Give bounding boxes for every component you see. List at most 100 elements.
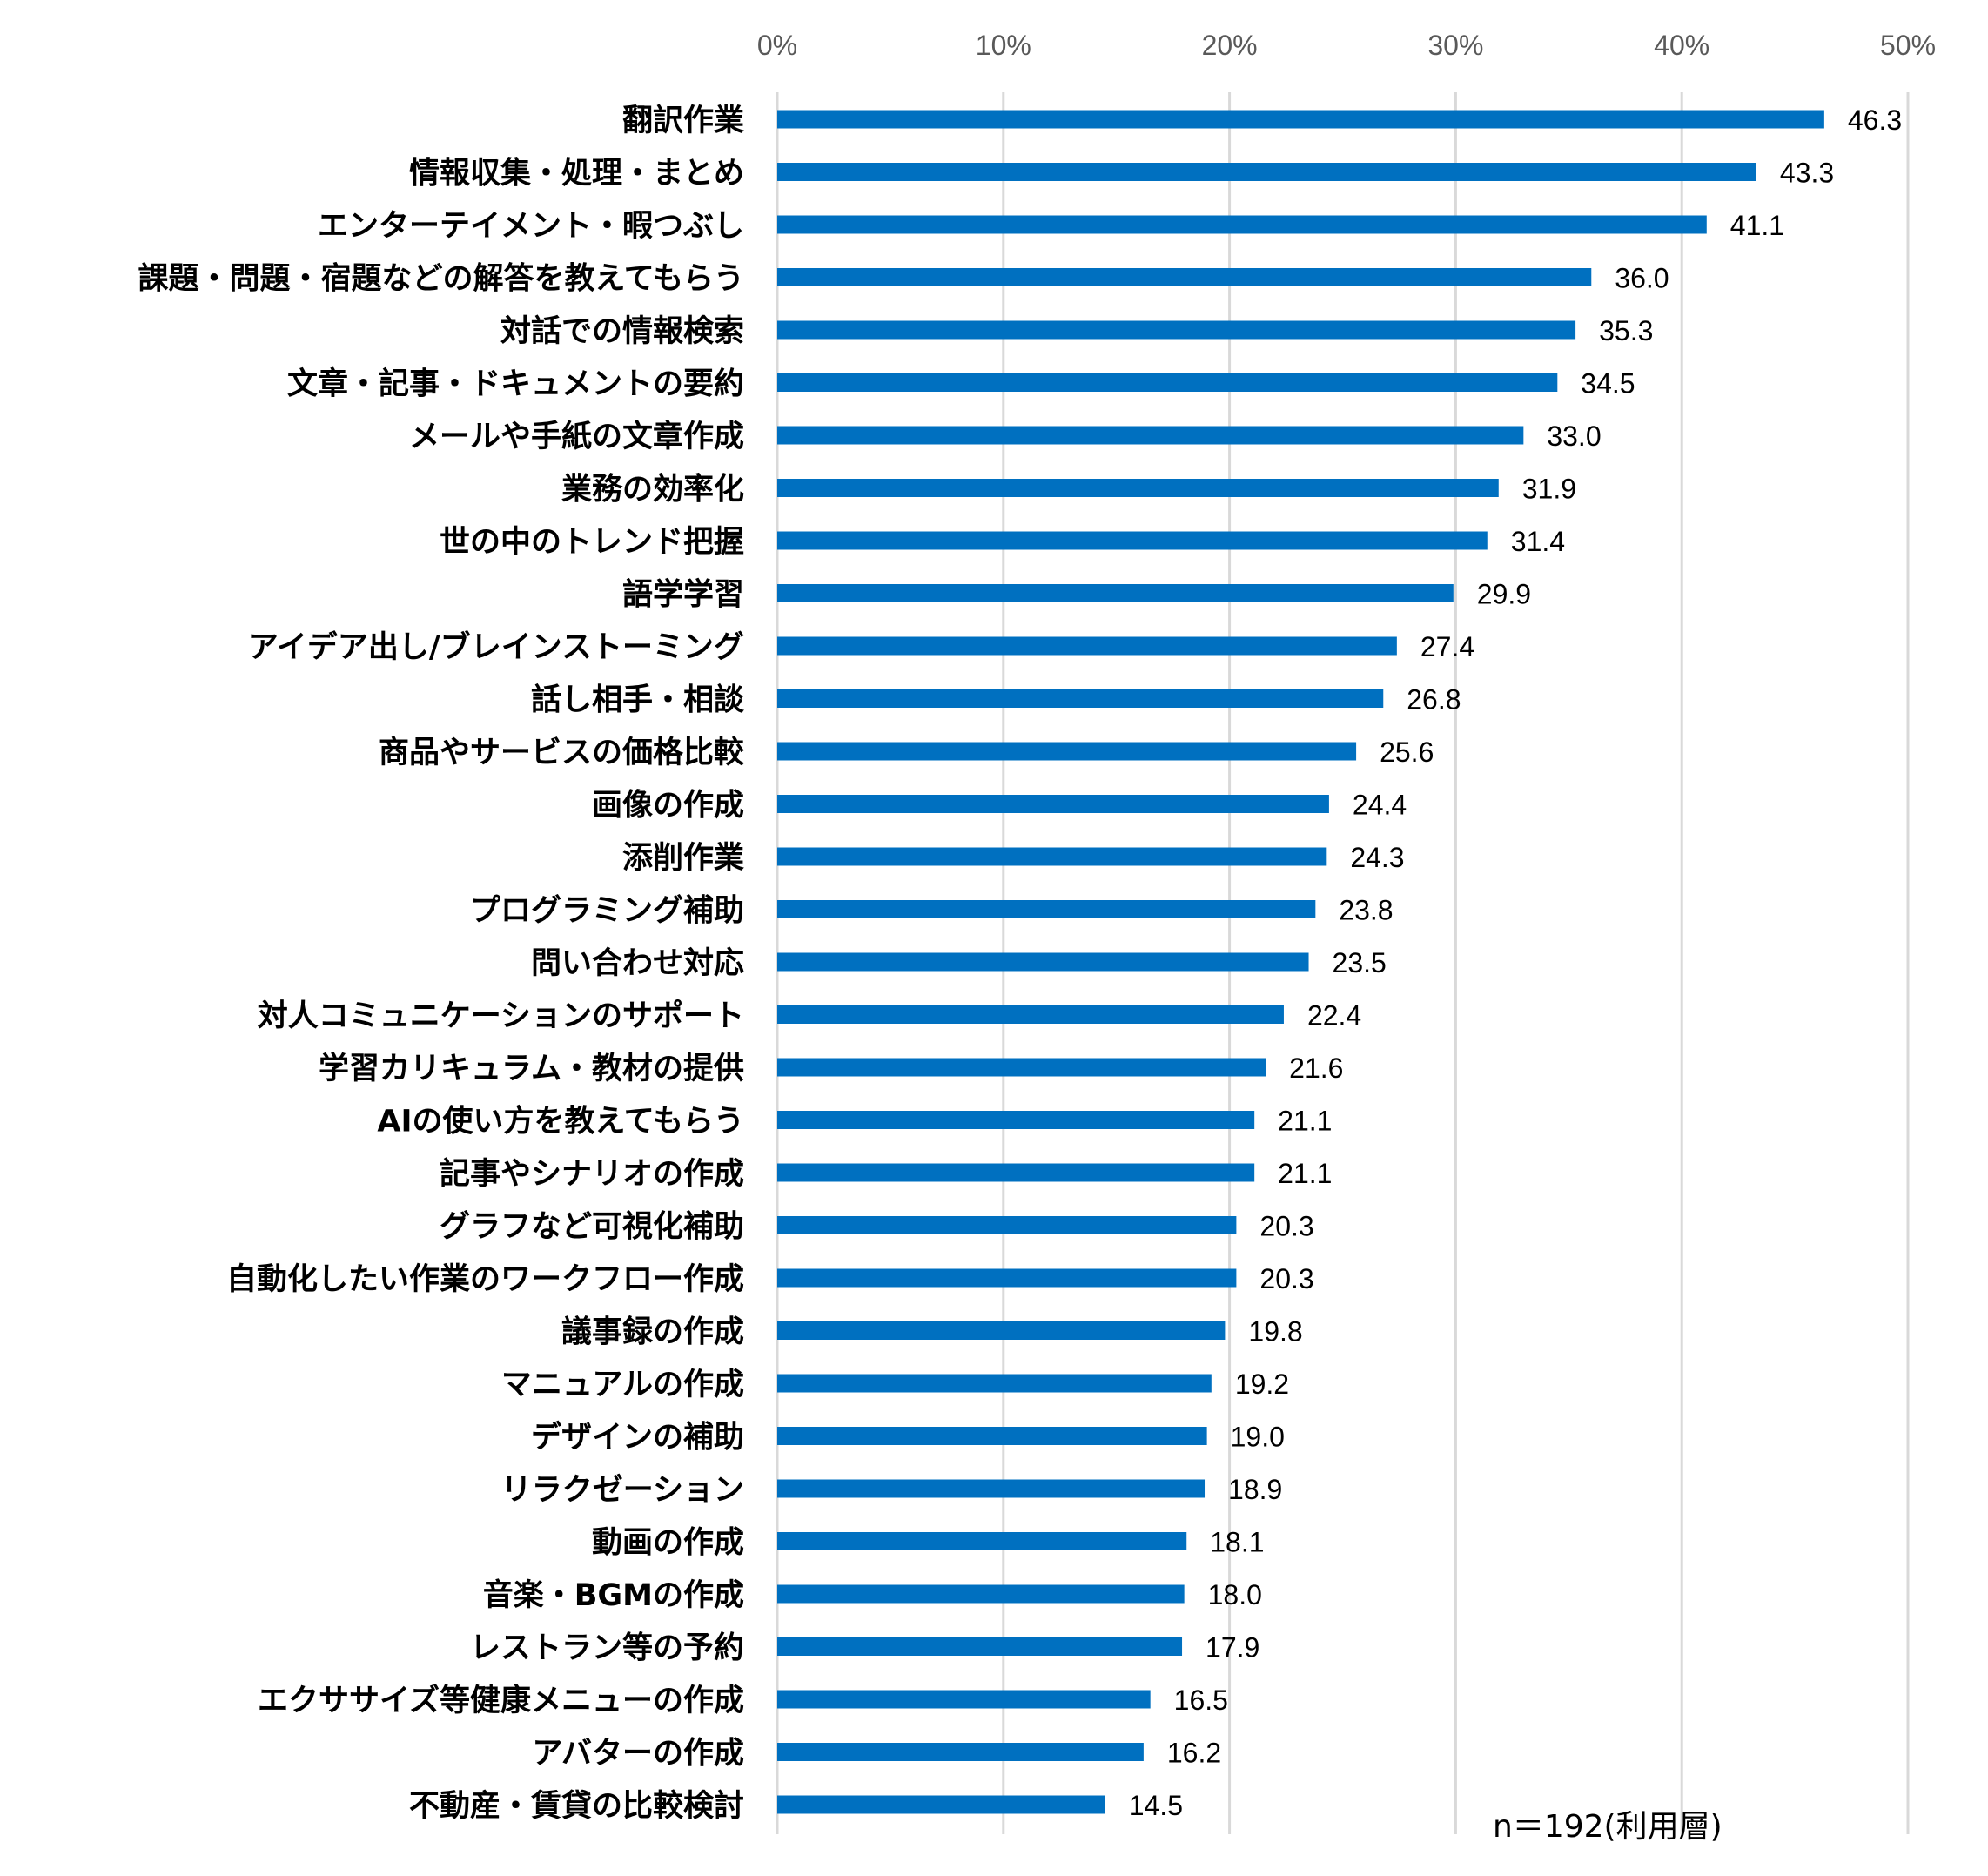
value-label: 20.3 <box>1259 1211 1313 1242</box>
value-label: 21.1 <box>1278 1158 1332 1189</box>
category-label: エクササイズ等健康メニューの作成 <box>258 1683 744 1718</box>
category-label: メールや手紙の文章作成 <box>409 419 744 454</box>
category-label: 議事録の作成 <box>561 1315 744 1350</box>
value-label: 23.8 <box>1339 895 1393 926</box>
x-tick-label: 10% <box>976 30 1031 61</box>
value-label: 33.0 <box>1547 420 1601 452</box>
value-label: 26.8 <box>1407 684 1461 716</box>
bar <box>777 900 1316 918</box>
category-label: マニュアルの作成 <box>501 1368 744 1402</box>
value-label: 16.5 <box>1174 1684 1228 1716</box>
bar <box>777 426 1524 445</box>
value-label: 19.2 <box>1235 1368 1289 1400</box>
bar <box>777 1216 1237 1234</box>
category-label: 商品やサービスの価格比較 <box>379 736 745 770</box>
sample-size-note: n＝192(利用層) <box>1493 1809 1723 1845</box>
bar <box>777 795 1329 813</box>
bar <box>777 215 1707 234</box>
value-label: 24.4 <box>1353 790 1407 821</box>
x-tick-label: 40% <box>1654 30 1709 61</box>
category-label: エンターテイメント・暇つぶし <box>318 209 744 244</box>
x-axis-ticks: 0% 10% 20% 30% 40% 50% <box>757 30 1936 61</box>
value-label: 43.3 <box>1780 158 1834 189</box>
value-label: 21.1 <box>1278 1106 1332 1137</box>
category-label: 記事やシナリオの作成 <box>440 1157 744 1192</box>
bar <box>777 1479 1206 1498</box>
category-label: 画像の作成 <box>592 789 744 824</box>
category-label: 問い合わせ対応 <box>531 946 744 981</box>
bar <box>777 1532 1187 1550</box>
bar <box>777 689 1384 708</box>
value-labels: 46.3 43.3 41.1 36.0 35.3 34.5 33.0 31.9 31.4 29.9… <box>1129 104 1902 1821</box>
category-label: 対話での情報検索 <box>500 314 744 349</box>
value-label: 18.9 <box>1228 1474 1282 1505</box>
category-label: AIの使い方を教えてもらう <box>377 1105 744 1140</box>
category-label: リラクゼーション <box>501 1473 744 1508</box>
value-label: 25.6 <box>1380 736 1434 768</box>
category-label: 音楽・BGMの作成 <box>483 1577 744 1613</box>
value-label: 31.4 <box>1511 526 1565 557</box>
bar <box>777 1584 1185 1604</box>
category-label: 添削作業 <box>622 841 744 876</box>
value-label: 27.4 <box>1420 631 1474 662</box>
bar <box>777 584 1454 602</box>
category-label: デザインの補助 <box>531 1420 744 1456</box>
bar <box>777 742 1357 761</box>
category-label: レストラン等の予約 <box>470 1631 744 1666</box>
bar <box>777 110 1824 129</box>
category-label: 学習カリキュラム・教材の提供 <box>319 1051 744 1086</box>
value-label: 29.9 <box>1477 579 1531 610</box>
category-label: 自動化したい作業のワークフロー作成 <box>226 1262 744 1297</box>
value-label: 17.9 <box>1206 1632 1259 1664</box>
value-label: 36.0 <box>1615 263 1669 294</box>
bar <box>777 1743 1144 1761</box>
category-label: 不動産・賃貸の比較検討 <box>409 1789 744 1824</box>
bar <box>777 1374 1212 1393</box>
x-tick-label: 0% <box>757 30 797 61</box>
value-label: 23.5 <box>1333 947 1387 978</box>
category-label: 情報収集・処理・まとめ <box>409 157 744 192</box>
value-label: 18.1 <box>1210 1527 1264 1558</box>
bar <box>777 1427 1207 1445</box>
category-label: 語学学習 <box>622 577 744 613</box>
category-label: 話し相手・相談 <box>531 683 745 718</box>
bar <box>777 1005 1284 1024</box>
bar <box>777 1058 1266 1077</box>
category-label: アバターの作成 <box>532 1737 744 1772</box>
bar <box>777 1795 1105 1814</box>
value-label: 19.0 <box>1231 1422 1285 1453</box>
category-labels: 翻訳作業情報収集・処理・まとめエンターテイメント・暇つぶし課題・問題・宿題などの… <box>138 104 745 1824</box>
value-label: 41.1 <box>1730 210 1784 241</box>
value-label: 35.3 <box>1599 315 1653 346</box>
value-label: 21.6 <box>1289 1052 1343 1084</box>
category-label: 世の中のトレンド把握 <box>440 525 744 560</box>
category-label: 対人コミュニケーションのサポート <box>258 999 744 1034</box>
category-label: 文章・記事・ドキュメントの要約 <box>287 366 744 402</box>
value-label: 34.5 <box>1581 368 1635 400</box>
bar <box>777 636 1397 656</box>
value-label: 31.9 <box>1522 474 1576 505</box>
value-label: 46.3 <box>1848 104 1902 136</box>
bar <box>777 320 1576 340</box>
category-label: 動画の作成 <box>592 1526 744 1561</box>
bar <box>777 1321 1226 1340</box>
category-label: プログラミング補助 <box>470 894 744 929</box>
value-label: 18.0 <box>1208 1579 1262 1610</box>
bar <box>777 847 1327 866</box>
category-label: アイデア出し/ブレインストーミング <box>248 629 744 665</box>
bar <box>777 268 1592 286</box>
category-label: グラフなど可視化補助 <box>440 1210 744 1245</box>
value-label: 19.8 <box>1248 1316 1302 1348</box>
value-label: 20.3 <box>1259 1263 1313 1294</box>
bar <box>777 373 1558 392</box>
x-tick-label: 30% <box>1427 30 1483 61</box>
bar <box>777 952 1309 972</box>
category-label: 業務の効率化 <box>561 473 744 508</box>
bar <box>777 1163 1255 1182</box>
bar <box>777 479 1499 497</box>
bar <box>777 1268 1237 1288</box>
bar <box>777 531 1488 550</box>
bar <box>777 1690 1151 1709</box>
category-label: 課題・問題・宿題などの解答を教えてもらう <box>138 262 744 297</box>
category-label: 翻訳作業 <box>622 104 744 138</box>
